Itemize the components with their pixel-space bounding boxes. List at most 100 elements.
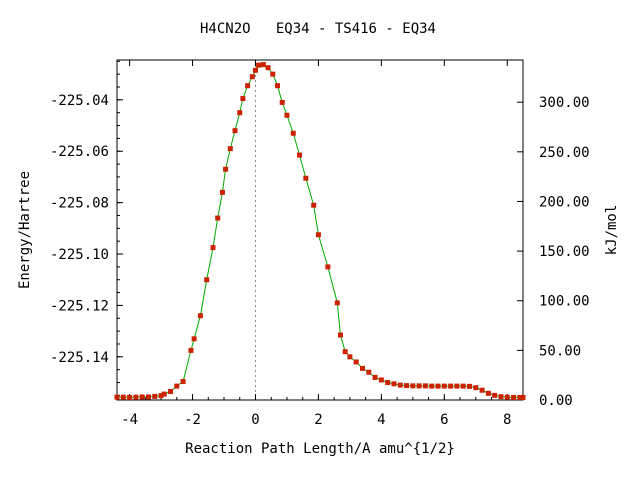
data-point — [520, 394, 526, 400]
data-point — [297, 152, 303, 158]
x-tick-label: 8 — [503, 412, 511, 428]
data-point — [448, 383, 454, 389]
y2-tick-label: 250.00 — [539, 145, 590, 161]
data-point — [385, 380, 391, 386]
data-point — [180, 379, 186, 384]
chart-title: H4CN2O EQ34 - TS416 - EQ34 — [200, 21, 436, 37]
data-point — [133, 394, 139, 400]
data-point — [454, 383, 460, 389]
data-point — [467, 383, 472, 389]
data-point — [127, 394, 133, 400]
data-point — [334, 300, 340, 306]
data-point — [517, 394, 523, 400]
y2-tick-label: 150.00 — [539, 244, 590, 260]
data-point — [120, 394, 126, 400]
data-point — [460, 383, 466, 389]
data-point — [311, 202, 317, 208]
x-tick-label: 0 — [251, 412, 259, 428]
y-axis-label: Energy/Hartree — [17, 171, 33, 289]
data-point — [492, 392, 498, 398]
data-point — [227, 146, 233, 152]
y-tick-label: -225.08 — [50, 196, 109, 212]
data-point — [145, 394, 151, 400]
data-point — [168, 389, 173, 395]
y-tick-label: -225.04 — [50, 93, 109, 109]
data-point — [366, 369, 372, 375]
data-point — [511, 394, 517, 400]
data-point — [204, 277, 210, 283]
data-point — [441, 383, 447, 389]
data-point — [174, 383, 180, 389]
data-point — [219, 189, 225, 195]
x-axis-ticks: -4 -2 0 2 4 6 8 — [121, 60, 511, 428]
data-point — [223, 166, 229, 172]
data-point — [372, 374, 378, 380]
data-point — [197, 313, 203, 319]
data-point — [265, 65, 271, 71]
y-tick-label: -225.14 — [50, 350, 109, 366]
data-point — [245, 83, 251, 89]
data-point — [498, 394, 504, 400]
data-point — [240, 96, 246, 102]
data-point — [237, 110, 243, 116]
data-point — [279, 99, 285, 105]
data-point — [397, 382, 403, 388]
data-point — [152, 393, 158, 399]
data-point — [249, 74, 255, 80]
y2-axis-ticks: 0.00 50.00 100.00 150.00 200.00 250.00 300.00 — [517, 95, 590, 409]
y2-tick-label: 300.00 — [539, 95, 590, 111]
y2-tick-label: 50.00 — [539, 343, 581, 359]
x-tick-label: 6 — [440, 412, 448, 428]
x-tick-label: -4 — [121, 412, 138, 428]
y2-tick-label: 200.00 — [539, 194, 590, 210]
y-axis-ticks: -225.04 -225.06 -225.08 -225.10 -225.12 -225.… — [50, 60, 123, 396]
data-point — [404, 383, 410, 389]
data-point — [416, 383, 422, 389]
data-point — [161, 391, 167, 397]
data-point — [191, 336, 197, 342]
data-point — [473, 385, 479, 391]
data-point — [485, 390, 491, 396]
data-point — [252, 67, 258, 73]
x-tick-label: 4 — [377, 412, 385, 428]
data-point — [290, 130, 296, 136]
energy-curve — [117, 64, 523, 398]
data-point — [479, 387, 485, 393]
data-point — [158, 393, 164, 399]
data-point — [215, 215, 221, 221]
data-point — [391, 381, 397, 387]
data-point — [275, 83, 281, 89]
energy-points — [114, 62, 526, 400]
data-point — [504, 394, 510, 400]
data-point — [303, 175, 309, 181]
y-tick-label: -225.12 — [50, 298, 109, 314]
data-point — [270, 71, 276, 77]
x-axis-label: Reaction Path Length/A amu^{1/2} — [185, 441, 455, 457]
y2-axis-label: kJ/mol — [604, 205, 620, 256]
data-point — [325, 264, 331, 270]
data-point — [256, 62, 262, 68]
data-point — [139, 394, 145, 400]
data-point — [410, 383, 416, 389]
x-tick-label: 2 — [314, 412, 322, 428]
plot-frame — [116, 59, 524, 401]
y-tick-label: -225.10 — [50, 247, 109, 263]
data-point — [378, 377, 384, 383]
data-point — [429, 383, 435, 389]
data-point — [353, 359, 359, 365]
data-point — [347, 354, 353, 360]
data-point — [260, 62, 266, 68]
data-point — [232, 128, 238, 134]
data-point — [337, 332, 343, 338]
data-point — [210, 245, 216, 251]
data-point — [342, 349, 348, 355]
data-point — [422, 383, 428, 389]
y2-tick-label: 100.00 — [539, 294, 590, 310]
data-point — [435, 383, 441, 389]
y-tick-label: -225.06 — [50, 144, 109, 160]
data-point — [284, 112, 290, 118]
data-point — [188, 347, 194, 353]
data-point — [359, 365, 365, 371]
data-point — [114, 394, 120, 400]
